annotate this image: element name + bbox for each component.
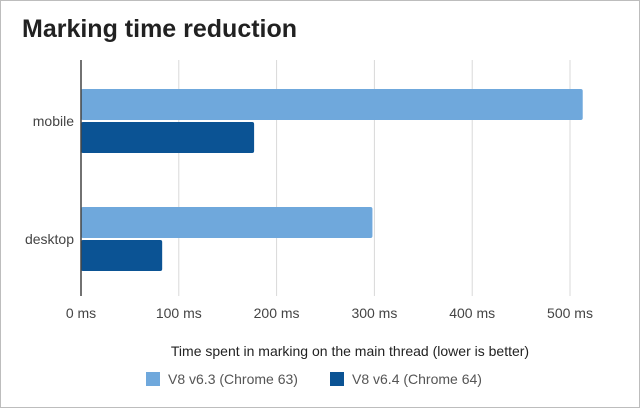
legend-swatch-2 xyxy=(330,372,344,386)
legend-swatch-1 xyxy=(146,372,160,386)
bar-desktop-series-1 xyxy=(81,207,373,238)
bar-mobile-series-1 xyxy=(81,89,583,120)
x-tick-label: 500 ms xyxy=(547,305,593,321)
bar-mobile-series-2 xyxy=(81,122,255,153)
x-tick-label: 300 ms xyxy=(351,305,397,321)
legend-label-2: V8 v6.4 (Chrome 64) xyxy=(352,371,482,387)
category-labels: mobile desktop xyxy=(25,113,74,247)
chart-title: Marking time reduction xyxy=(22,15,298,43)
category-label-desktop: desktop xyxy=(25,231,74,247)
legend-label-1: V8 v6.3 (Chrome 63) xyxy=(168,371,298,387)
x-tick-label: 100 ms xyxy=(156,305,202,321)
x-tick-label: 0 ms xyxy=(66,305,96,321)
legend: V8 v6.3 (Chrome 63) V8 v6.4 (Chrome 64) xyxy=(146,371,482,387)
bars xyxy=(81,89,583,271)
x-tick-labels: 0 ms 100 ms 200 ms 300 ms 400 ms 500 ms xyxy=(66,305,593,321)
category-label-mobile: mobile xyxy=(33,113,74,129)
x-tick-label: 200 ms xyxy=(254,305,300,321)
x-tick-label: 400 ms xyxy=(449,305,495,321)
bar-desktop-series-2 xyxy=(81,240,163,271)
x-axis-title: Time spent in marking on the main thread… xyxy=(171,343,529,359)
